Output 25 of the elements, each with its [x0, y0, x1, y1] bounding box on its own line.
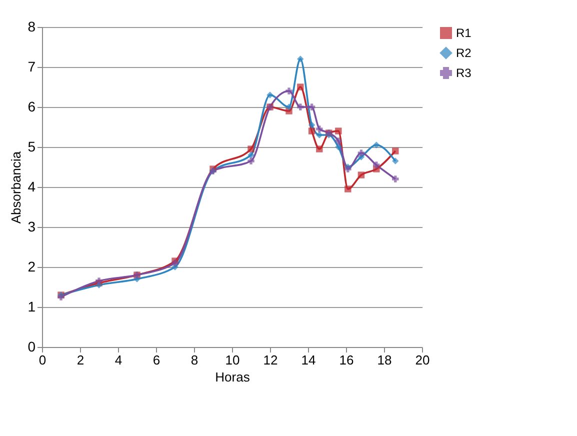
y-tick-label: 2: [28, 258, 36, 274]
y-tick-label: 8: [28, 18, 36, 34]
x-tick-label: 2: [76, 352, 84, 368]
y-tick-label: 1: [28, 298, 36, 314]
y-tick-label: 6: [28, 98, 36, 114]
legend-label: R1: [456, 26, 472, 40]
y-tick-label: 3: [28, 218, 36, 234]
y-tick-label: 4: [28, 178, 36, 194]
x-tick-label: 4: [114, 352, 122, 368]
x-tick-label: 8: [190, 352, 198, 368]
x-tick-label: 16: [339, 352, 354, 368]
y-tick-label: 0: [28, 338, 36, 354]
x-tick-label: 14: [301, 352, 316, 368]
x-tick-label: 20: [415, 352, 430, 368]
x-tick-label: 10: [225, 352, 240, 368]
y-tick-label: 7: [28, 58, 36, 74]
x-tick-label: 18: [377, 352, 392, 368]
legend-label: R2: [456, 46, 472, 60]
y-axis-title: Absorbancia: [8, 150, 24, 224]
legend-label: R3: [456, 66, 472, 80]
x-tick-label: 0: [38, 352, 46, 368]
x-tick-label: 6: [152, 352, 160, 368]
y-tick-label: 5: [28, 138, 36, 154]
x-axis-title: Horas: [215, 370, 250, 384]
x-tick-label: 12: [263, 352, 278, 368]
